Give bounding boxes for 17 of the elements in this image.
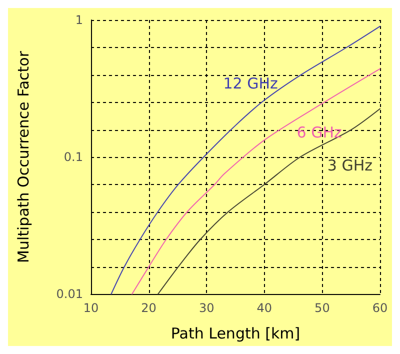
y-tick-label: 0.01 (56, 287, 83, 301)
y-tick-label: 1 (75, 13, 83, 27)
x-tick-label: 60 (372, 301, 388, 315)
x-tick-label: 40 (256, 301, 272, 315)
series-label: 12 GHz (223, 74, 278, 92)
y-axis-title: Multipath Occurrence Factor (14, 50, 32, 263)
series-label: 3 GHz (327, 156, 373, 174)
line-series (132, 68, 380, 294)
x-axis-title: Path Length [km] (170, 324, 300, 342)
line-series (158, 108, 380, 294)
x-tick-label: 30 (198, 301, 214, 315)
y-tick-label: 0.1 (64, 150, 83, 164)
x-tick-label: 50 (314, 301, 330, 315)
series-label: 6 GHz (296, 123, 342, 142)
x-tick-label: 10 (83, 301, 99, 315)
line-series (110, 26, 380, 294)
x-tick-label: 20 (141, 301, 156, 315)
